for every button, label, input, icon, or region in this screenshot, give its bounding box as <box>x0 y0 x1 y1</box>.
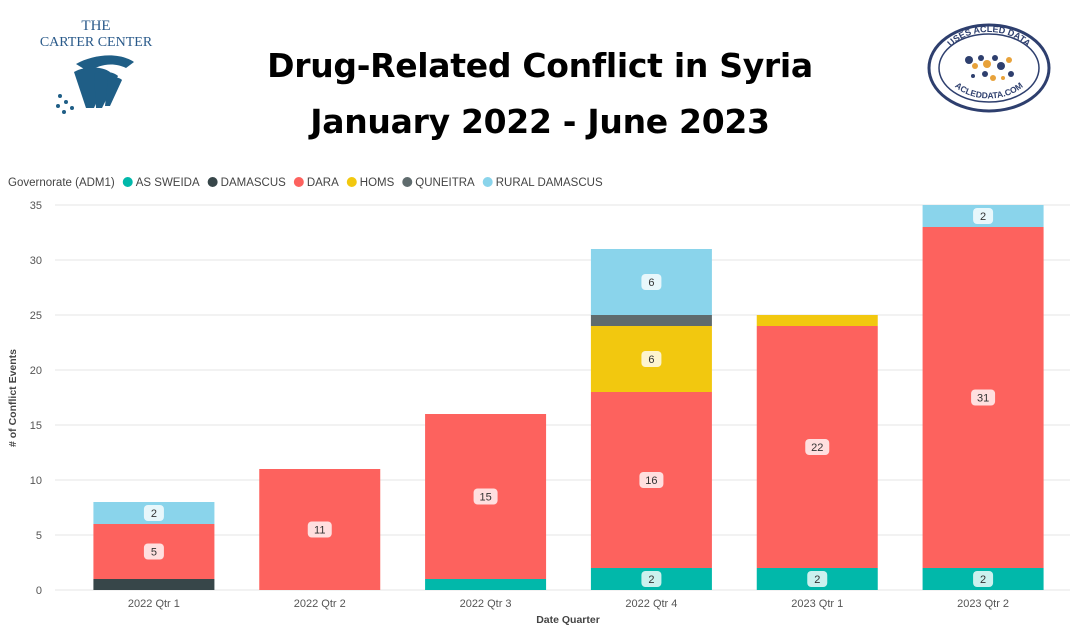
data-label-bg-2-2 <box>473 488 498 505</box>
legend-swatch-5 <box>482 177 493 187</box>
legend-swatch-3 <box>346 177 357 187</box>
title-line-2: January 2022 - June 2023 <box>310 102 770 141</box>
y-tick-label-3: 15 <box>30 420 42 432</box>
gridlines <box>55 204 1070 591</box>
data-label-5-5: 2 <box>980 211 986 223</box>
legend-label-4: QUNEITRA <box>415 177 475 189</box>
data-label-1-2: 11 <box>314 525 325 537</box>
x-tick-label-0: 2022 Qtr 1 <box>128 598 180 610</box>
data-label-2-2: 15 <box>479 492 491 504</box>
legend-swatch-2 <box>293 177 304 187</box>
carter-center-logo: THE CARTER CENTER <box>40 18 153 114</box>
world-map-icon <box>965 55 1014 81</box>
data-label-bg-0-2 <box>143 543 164 560</box>
data-label-bg-3-0 <box>641 571 662 587</box>
acled-data-logo: USES ACLED DATA ACLEDDATA.COM <box>927 23 1051 113</box>
legend-label-1: DAMASCUS <box>221 177 287 189</box>
x-tick-label-5: 2023 Qtr 2 <box>957 598 1009 610</box>
chart-legend: Governorate (ADM1) AS SWEIDA DAMASCUS DARA… <box>8 177 603 189</box>
data-label-bg-5-0 <box>973 571 994 587</box>
legend-swatch-1 <box>207 177 218 187</box>
data-label-3-3: 6 <box>648 354 654 366</box>
x-axis-ticks: 2022 Qtr 1 2022 Qtr 2 2022 Qtr 3 2022 Qtr 4… <box>128 598 1009 610</box>
data-label-3-0: 2 <box>648 574 654 586</box>
carter-logo-line2: CARTER CENTER <box>40 35 153 50</box>
data-label-5-2: 31 <box>977 393 989 405</box>
data-label-bg-5-5 <box>973 208 994 224</box>
y-tick-label-6: 30 <box>30 255 42 267</box>
x-tick-label-2: 2022 Qtr 3 <box>460 598 512 610</box>
data-label-0-5: 2 <box>151 508 157 520</box>
data-label-bg-5-2 <box>971 389 996 406</box>
y-axis-ticks: 0 5 10 15 20 25 30 35 <box>30 200 42 597</box>
bar-2-0 <box>425 579 547 590</box>
legend-label-5: RURAL DAMASCUS <box>496 177 603 189</box>
legend-label-0: AS SWEIDA <box>136 177 200 189</box>
y-tick-label-2: 10 <box>30 475 42 487</box>
data-label-bg-3-2 <box>639 472 664 488</box>
y-axis-title: # of Conflict Events <box>7 349 19 447</box>
data-label-0-2: 5 <box>151 547 157 559</box>
bar-3-4 <box>590 315 712 326</box>
stacked-bar-chart: Governorate (ADM1) AS SWEIDA DAMASCUS DARA… <box>7 177 1070 625</box>
legend-label-3: HOMS <box>360 177 395 189</box>
y-tick-label-1: 5 <box>36 530 42 542</box>
data-label-bg-1-2 <box>307 521 332 538</box>
data-label-bg-3-5 <box>641 274 662 290</box>
x-tick-label-3: 2022 Qtr 4 <box>625 598 677 610</box>
x-tick-label-4: 2023 Qtr 1 <box>791 598 843 610</box>
eagle-icon <box>56 55 134 114</box>
y-tick-label-4: 20 <box>30 365 42 377</box>
y-tick-label-0: 0 <box>36 585 42 597</box>
data-label-4-2: 22 <box>811 442 823 454</box>
data-label-5-0: 2 <box>980 574 986 586</box>
title-line-1: Drug-Related Conflict in Syria <box>267 46 813 85</box>
carter-logo-line1: THE <box>81 18 110 34</box>
x-tick-label-1: 2022 Qtr 2 <box>294 598 346 610</box>
data-label-bg-0-5 <box>143 505 164 521</box>
data-label-3-5: 6 <box>648 277 654 289</box>
data-label-bg-4-0 <box>807 571 828 587</box>
page-title: Drug-Related Conflict in Syria January 2… <box>190 38 890 150</box>
legend-title: Governorate (ADM1) <box>8 177 115 189</box>
y-tick-label-5: 25 <box>30 310 42 322</box>
x-axis-title: Date Quarter <box>536 614 600 625</box>
y-tick-label-7: 35 <box>30 200 42 212</box>
data-label-3-2: 16 <box>645 475 657 487</box>
bar-0-1 <box>93 579 215 590</box>
bar-4-3 <box>756 315 878 326</box>
data-label-bg-3-3 <box>641 351 662 367</box>
legend-label-2: DARA <box>307 177 339 189</box>
data-label-4-0: 2 <box>814 574 820 586</box>
data-label-bg-4-2 <box>805 439 830 455</box>
legend-swatch-0 <box>122 177 133 187</box>
legend-swatch-4 <box>402 177 413 187</box>
